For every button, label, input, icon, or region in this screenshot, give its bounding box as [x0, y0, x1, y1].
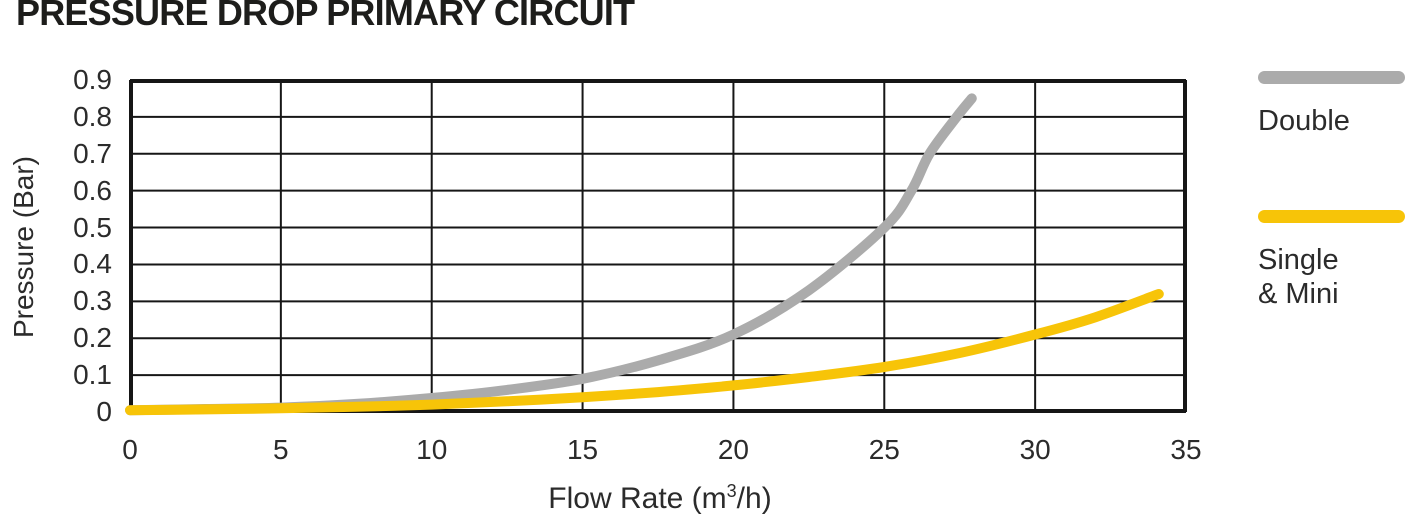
y-tick-label: 0.1	[73, 359, 112, 391]
x-axis-title: Flow Rate (m3/h)	[460, 482, 860, 516]
plot-area	[125, 79, 1187, 416]
y-tick-label: 0.9	[73, 64, 112, 95]
y-tick-label: 0.5	[73, 211, 112, 243]
chart-title: PRESSURE DROP PRIMARY CIRCUIT	[16, 0, 635, 33]
legend-swatch	[1258, 71, 1405, 84]
x-tick-label: 30	[1019, 434, 1051, 465]
legend-label-line: Double	[1258, 105, 1350, 137]
legend-swatch	[1258, 210, 1405, 223]
y-axis-title: Pressure (Bar)	[8, 155, 39, 339]
x-tick-label: 15	[566, 434, 599, 465]
x-axis-title-superscript: 3	[726, 481, 737, 501]
y-tick-label: 0.4	[73, 248, 112, 280]
y-tick-label: 0.8	[73, 100, 112, 132]
x-tick-label: 20	[717, 434, 749, 465]
series-line-single-mini	[125, 289, 1164, 416]
y-tick-label: 0	[96, 396, 112, 427]
legend: Double Single & Mini	[1258, 71, 1410, 311]
y-tick-label: 0.2	[73, 322, 112, 354]
x-tick-label: 0	[122, 434, 138, 465]
legend-item: Double	[1258, 71, 1410, 138]
legend-label-line: & Mini	[1258, 278, 1339, 310]
y-tick-label: 0.6	[73, 174, 112, 206]
legend-label: Single & Mini	[1258, 243, 1410, 311]
legend-label: Double	[1258, 104, 1410, 138]
x-tick-label: 5	[273, 434, 289, 465]
y-tick-label: 0.3	[73, 285, 112, 317]
legend-item: Single & Mini	[1258, 210, 1410, 311]
plot-border	[130, 80, 1186, 412]
x-tick-label: 25	[868, 434, 900, 465]
x-axis-title-suffix: /h)	[736, 482, 772, 515]
x-axis-title-prefix: Flow Rate (m	[548, 482, 727, 515]
x-tick-label: 10	[416, 434, 448, 465]
legend-label-line: Single	[1258, 244, 1339, 276]
x-tick-label: 35	[1170, 434, 1202, 465]
y-tick-label: 0.7	[73, 137, 112, 169]
series-line-double	[125, 93, 977, 416]
